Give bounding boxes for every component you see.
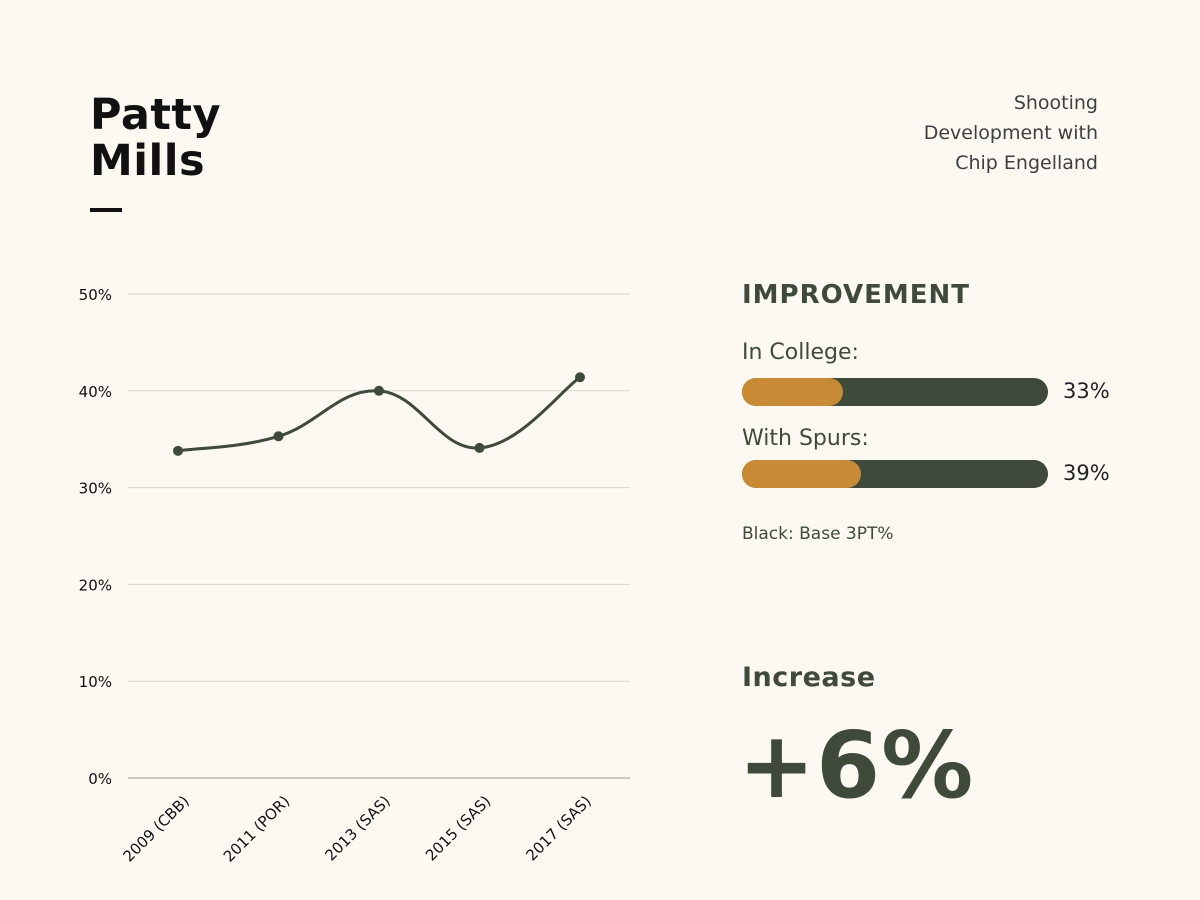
college-bar-label: In College: xyxy=(742,340,859,365)
increase-value: +6% xyxy=(738,712,975,819)
y-tick-label-40: 40% xyxy=(79,383,112,401)
x-tick-label-0: 2009 (CBB) xyxy=(119,792,192,865)
title-line-2: Mills xyxy=(90,136,206,186)
spurs-progress-bar xyxy=(742,460,1048,488)
line-chart: 0% 10% 20% 30% 40% 50% 2009 (CBB) 2011 (POR) 201… xyxy=(79,286,630,866)
y-tick-label-10: 10% xyxy=(79,673,112,691)
spurs-progress-fill xyxy=(742,460,862,488)
y-tick-label-50: 50% xyxy=(79,286,112,304)
spurs-bar-label: With Spurs: xyxy=(742,426,869,451)
subtitle-line-3: Chip Engelland xyxy=(955,152,1098,174)
y-tick-label-30: 30% xyxy=(79,480,112,498)
subtitle-line-2: Development with xyxy=(923,122,1098,144)
data-point-1 xyxy=(273,431,284,442)
spurs-bar-value: 39% xyxy=(1063,461,1110,485)
college-bar-value: 33% xyxy=(1063,379,1110,403)
data-point-4 xyxy=(575,372,585,383)
title-underline-divider xyxy=(90,208,122,212)
y-tick-label-20: 20% xyxy=(79,576,112,594)
data-point-2 xyxy=(374,385,384,396)
data-point-3 xyxy=(474,442,485,453)
title-line-1: Patty xyxy=(90,90,222,140)
improvement-heading: IMPROVEMENT xyxy=(742,280,971,310)
x-tick-label-4: 2017 (SAS) xyxy=(523,792,595,864)
data-point-0 xyxy=(173,445,183,456)
x-tick-label-1: 2011 (POR) xyxy=(220,792,293,865)
college-progress-fill xyxy=(742,378,843,406)
x-tick-label-2: 2013 (SAS) xyxy=(322,792,394,864)
y-tick-label-0: 0% xyxy=(88,770,112,788)
x-tick-label-3: 2015 (SAS) xyxy=(422,792,494,864)
increase-heading: Increase xyxy=(742,662,876,693)
subtitle: Shooting Development with Chip Engelland xyxy=(838,88,1098,178)
page-title: Patty Mills xyxy=(90,92,221,184)
subtitle-line-1: Shooting xyxy=(1013,92,1098,114)
legend-note: Black: Base 3PT% xyxy=(742,524,894,544)
college-progress-bar xyxy=(742,378,1048,406)
